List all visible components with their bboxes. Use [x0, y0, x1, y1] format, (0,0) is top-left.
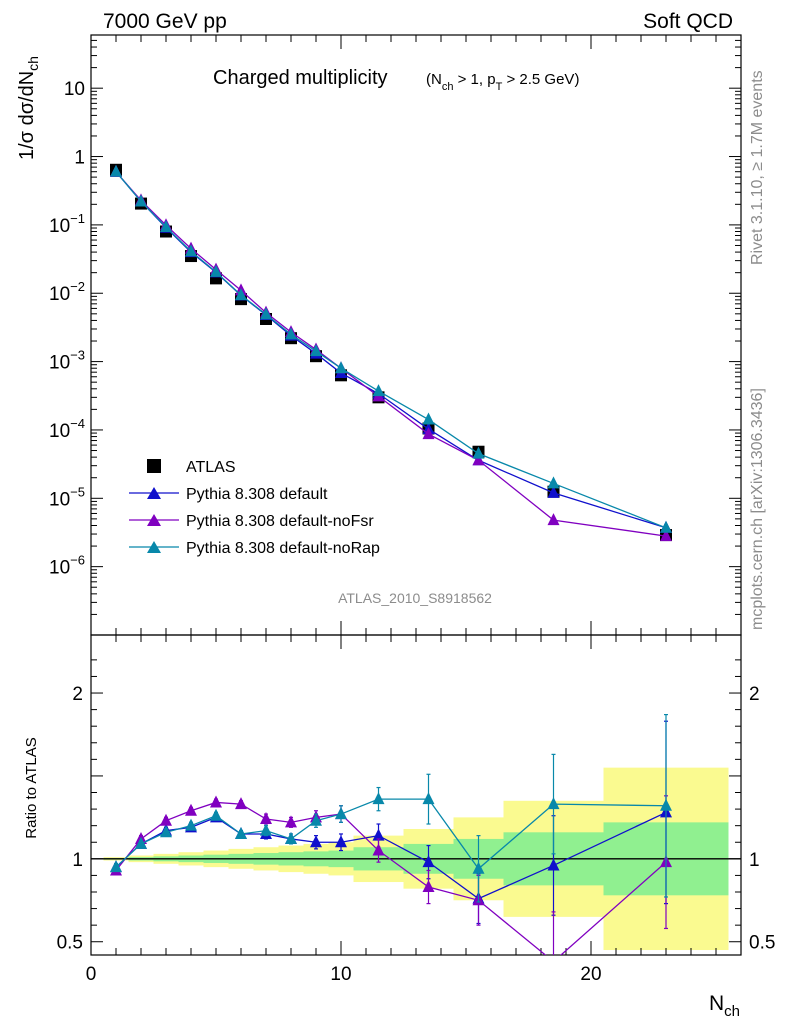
y-tick-label: 10−5 — [49, 484, 85, 510]
pythia-8-308-default-norap-ratio-point — [185, 818, 197, 831]
pythia-8-308-default-nofsr-ratio-point — [185, 803, 197, 816]
pythia-8-308-default-ratio-point — [422, 855, 435, 868]
pythia-8-308-default-norap-point — [260, 307, 272, 320]
y-tick-label: 10−3 — [49, 348, 85, 374]
chart-title-cuts: (Nch > 1, pT > 2.5 GeV) — [426, 71, 579, 93]
legend-marker-default — [147, 487, 161, 499]
legend-marker-norap — [147, 541, 161, 553]
pythia-8-308-default-norap-point — [547, 476, 560, 489]
pythia-8-308-default-nofsr-ratio-point — [260, 812, 272, 825]
mcplots-reference-label: mcplots.cern.ch [arXiv:1306.3436] — [749, 388, 766, 630]
ratio-y-tick-label-left: 0.5 — [57, 933, 83, 954]
pythia-8-308-default-norap-ratio-point — [235, 826, 247, 839]
analysis-id-label: ATLAS_2010_S8918562 — [338, 590, 492, 606]
y-tick-label: 10−1 — [49, 211, 85, 237]
y-tick-label: 10−2 — [49, 279, 85, 305]
legend: ATLAS Pythia 8.308 default Pythia 8.308 … — [129, 459, 380, 557]
legend-marker-nofsr — [147, 514, 161, 526]
pythia-8-308-default-norap-point — [422, 412, 435, 425]
pythia-8-308-default-nofsr-ratio-point — [160, 813, 172, 826]
main-y-label: 1/σ dσ/dNch — [16, 56, 41, 160]
main-panel: 10 1 10−1 10−2 10−3 10−4 10−5 10−6 — [49, 34, 742, 636]
pythia-8-308-default-ratio-point — [335, 835, 347, 848]
legend-label-norap: Pythia 8.308 default-noRap — [186, 540, 380, 557]
pythia-8-308-default-ratio-point — [547, 858, 560, 871]
pythia-8-308-default-norap-point — [160, 220, 172, 233]
y-tick-label: 10−6 — [49, 553, 85, 579]
pythia-8-308-default-point — [547, 485, 560, 498]
legend-label-default: Pythia 8.308 default — [186, 486, 328, 503]
ratio-y-tick-label-right: 2 — [749, 684, 760, 705]
pythia-8-308-default-norap-point — [185, 244, 197, 257]
legend-label-nofsr: Pythia 8.308 default-noFsr — [186, 513, 374, 530]
pythia-8-308-default-norap-point — [335, 361, 347, 374]
y-tick-label: 10 — [64, 79, 85, 100]
rivet-version-label: Rivet 3.1.10, ≥ 1.7M events — [749, 70, 766, 265]
svg-text:1/σ dσ/dNch: 1/σ dσ/dNch — [16, 56, 41, 160]
pythia-8-308-default-norap-point — [472, 446, 485, 459]
y-tick-label: 1 — [74, 148, 85, 169]
pythia-8-308-default-nofsr-ratio-point — [372, 843, 385, 856]
x-tick-label: 20 — [580, 964, 601, 985]
pythia-8-308-default-norap-point — [660, 520, 672, 533]
ratio-y-label: Ratio to ATLAS — [23, 737, 40, 838]
pythia-8-308-default-ratio-point — [372, 828, 385, 841]
ratio-series-group — [110, 713, 672, 955]
legend-label-atlas: ATLAS — [186, 459, 236, 476]
pythia-8-308-default-norap-point — [285, 327, 297, 340]
pythia-8-308-default-norap-ratio-point — [210, 808, 222, 821]
pythia-8-308-default-norap-ratio-point — [547, 797, 560, 810]
pythia-8-308-default-norap-ratio-point — [160, 825, 172, 838]
pythia-8-308-default-norap-point — [310, 344, 322, 357]
ratio-y-tick-label-right: 0.5 — [749, 933, 775, 954]
ratio-y-tick-label-left: 2 — [72, 684, 83, 705]
pythia-8-308-default-ratio-point — [310, 835, 322, 848]
legend-marker-atlas — [147, 459, 161, 473]
chart-title: Charged multiplicity — [213, 67, 388, 89]
pythia-8-308-default-norap-ratio-point — [110, 860, 122, 873]
ratio-y-tick-label-right: 1 — [749, 850, 760, 871]
pythia-8-308-default-norap-point — [372, 384, 385, 397]
pythia-8-308-default-norap-ratio-point — [310, 813, 322, 826]
pythia-8-308-default-nofsr-point — [547, 513, 560, 526]
pythia-8-308-default-norap-point — [235, 288, 247, 301]
pythia-8-308-default-nofsr-line — [115, 171, 667, 537]
pythia-8-308-default-norap-point — [110, 164, 122, 177]
pythia-8-308-default-norap-point — [135, 194, 147, 207]
pythia-8-308-default-norap-ratio-point — [472, 861, 485, 874]
pythia-8-308-default-nofsr-point — [422, 427, 435, 440]
category-label: Soft QCD — [643, 10, 733, 33]
pythia-8-308-default-norap-point — [210, 264, 222, 277]
x-tick-label: 0 — [86, 964, 97, 985]
x-tick-label: 10 — [330, 964, 351, 985]
pythia-8-308-default-nofsr-point — [660, 529, 672, 542]
pythia-8-308-default-norap-ratio-point — [260, 823, 272, 836]
pythia-8-308-default-norap-ratio-point — [660, 798, 672, 811]
pythia-8-308-default-nofsr-ratio-point — [553, 954, 554, 955]
pythia-8-308-default-nofsr-ratio-point — [210, 795, 222, 808]
pythia-8-308-default-norap-ratio-point — [135, 836, 147, 849]
ratio-panel: 0 10 20 0.5 0.5 1 1 2 2 — [57, 634, 775, 985]
pythia-8-308-default-norap-ratio-point — [422, 792, 435, 805]
y-tick-label: 10−4 — [49, 416, 85, 442]
pythia-8-308-default-nofsr-ratio-point — [235, 797, 247, 810]
ratio-y-tick-label-left: 1 — [72, 850, 83, 871]
pythia-8-308-default-norap-ratio-point — [372, 792, 385, 805]
pythia-8-308-default-nofsr-point — [472, 453, 485, 466]
energy-label: 7000 GeV pp — [103, 10, 227, 33]
pythia-8-308-default-nofsr-ratio-point — [285, 815, 297, 828]
pythia-8-308-default-nofsr-ratio-point — [422, 880, 435, 893]
x-axis-label: Nch — [709, 992, 740, 1020]
pythia-8-308-default-norap-ratio-point — [285, 831, 297, 844]
pythia-8-308-default-norap-ratio-point — [335, 807, 347, 820]
